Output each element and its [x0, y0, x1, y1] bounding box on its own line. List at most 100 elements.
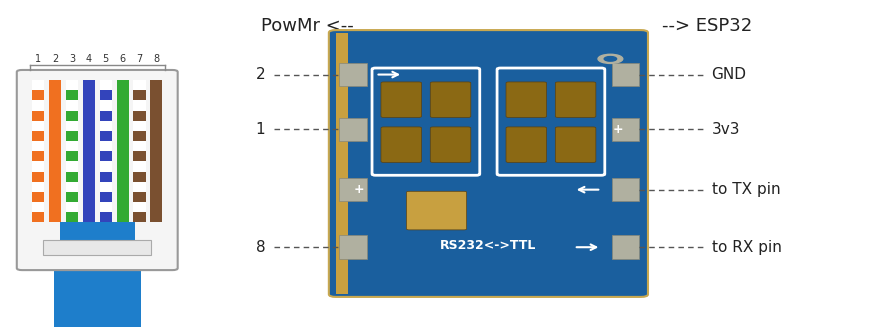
Text: +: +: [354, 183, 364, 196]
Bar: [49, 151, 61, 162]
Bar: [83, 111, 95, 121]
FancyBboxPatch shape: [506, 82, 546, 117]
Bar: [65, 90, 78, 100]
FancyBboxPatch shape: [497, 68, 605, 175]
Bar: [49, 90, 61, 100]
Bar: [133, 111, 146, 121]
Bar: [133, 131, 146, 141]
Text: RS232<->TTL: RS232<->TTL: [440, 239, 537, 252]
Bar: [49, 131, 61, 141]
Text: 6: 6: [119, 54, 126, 64]
Bar: [150, 111, 163, 121]
Bar: [339, 178, 367, 201]
Bar: [133, 192, 146, 202]
Bar: [150, 131, 163, 141]
Bar: [133, 172, 146, 182]
FancyBboxPatch shape: [372, 68, 480, 175]
Text: 2: 2: [255, 67, 265, 82]
Text: GND: GND: [712, 67, 747, 82]
Bar: [100, 151, 111, 162]
Bar: [117, 111, 129, 121]
FancyBboxPatch shape: [506, 127, 546, 163]
Bar: [100, 192, 111, 202]
FancyBboxPatch shape: [431, 82, 471, 117]
Bar: [117, 151, 129, 162]
Bar: [83, 90, 95, 100]
Bar: [32, 80, 44, 222]
Bar: [83, 131, 95, 141]
FancyBboxPatch shape: [381, 127, 422, 163]
Bar: [150, 80, 163, 222]
Bar: [83, 172, 95, 182]
Bar: [339, 235, 367, 259]
Bar: [65, 111, 78, 121]
Bar: [83, 192, 95, 202]
Bar: [43, 240, 151, 255]
Bar: [60, 222, 135, 255]
Bar: [32, 131, 44, 141]
FancyBboxPatch shape: [17, 70, 178, 270]
Bar: [32, 212, 44, 222]
Circle shape: [598, 54, 622, 63]
Bar: [336, 33, 348, 294]
Text: 4: 4: [86, 54, 92, 64]
Bar: [133, 80, 146, 222]
Bar: [100, 172, 111, 182]
Bar: [150, 212, 163, 222]
Bar: [32, 192, 44, 202]
Bar: [117, 80, 129, 222]
Bar: [339, 118, 367, 141]
Text: PowMr <--: PowMr <--: [261, 17, 354, 35]
Bar: [65, 192, 78, 202]
FancyBboxPatch shape: [555, 127, 596, 163]
Bar: [65, 172, 78, 182]
Bar: [83, 80, 95, 222]
Bar: [612, 235, 639, 259]
Bar: [49, 172, 61, 182]
FancyBboxPatch shape: [381, 82, 422, 117]
Bar: [117, 212, 129, 222]
Bar: [612, 118, 639, 141]
Text: 5: 5: [103, 54, 109, 64]
FancyBboxPatch shape: [407, 191, 467, 230]
Text: +: +: [613, 123, 623, 136]
Text: 3v3: 3v3: [712, 122, 740, 137]
Bar: [65, 131, 78, 141]
Text: --> ESP32: --> ESP32: [662, 17, 752, 35]
Bar: [339, 63, 367, 86]
Bar: [83, 212, 95, 222]
Bar: [150, 172, 163, 182]
Bar: [100, 212, 111, 222]
Bar: [54, 252, 141, 327]
Bar: [100, 111, 111, 121]
Circle shape: [605, 57, 617, 61]
FancyBboxPatch shape: [431, 127, 471, 163]
Bar: [32, 172, 44, 182]
FancyBboxPatch shape: [555, 82, 596, 117]
Bar: [49, 212, 61, 222]
Text: to RX pin: to RX pin: [712, 240, 781, 255]
FancyBboxPatch shape: [329, 30, 648, 297]
Bar: [150, 192, 163, 202]
Bar: [100, 90, 111, 100]
Bar: [117, 172, 129, 182]
Bar: [117, 131, 129, 141]
Bar: [100, 131, 111, 141]
Bar: [150, 151, 163, 162]
Text: 8: 8: [255, 240, 265, 255]
Bar: [133, 151, 146, 162]
Bar: [49, 111, 61, 121]
Bar: [32, 111, 44, 121]
Bar: [65, 151, 78, 162]
Bar: [100, 80, 111, 222]
Bar: [150, 90, 163, 100]
Bar: [117, 192, 129, 202]
Text: 1: 1: [35, 54, 42, 64]
Text: 7: 7: [136, 54, 142, 64]
Bar: [612, 63, 639, 86]
Bar: [32, 151, 44, 162]
Bar: [65, 80, 78, 222]
Text: 1: 1: [255, 122, 265, 137]
Bar: [612, 178, 639, 201]
Text: 2: 2: [52, 54, 58, 64]
